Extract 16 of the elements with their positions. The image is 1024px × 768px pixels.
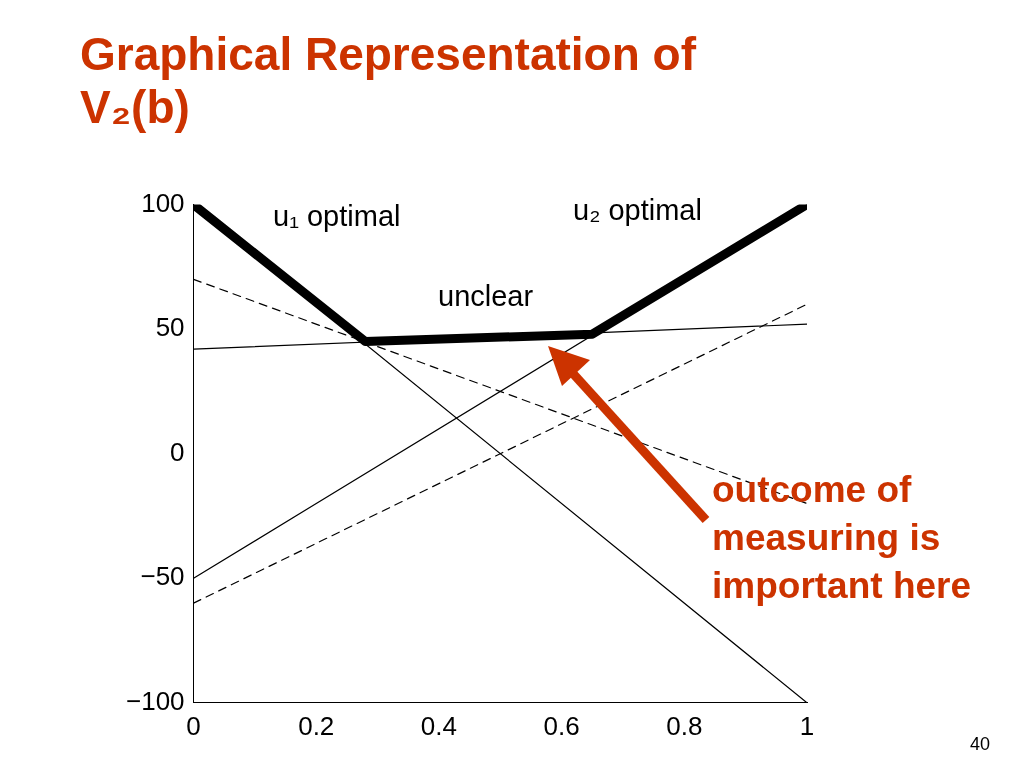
y-tick-label: 50 (155, 312, 185, 343)
x-tick-label: 0.6 (543, 710, 580, 741)
y-tick-label: −50 (140, 561, 185, 592)
annotation: outcome of measuring is important here (712, 468, 973, 609)
y-tick-label: 100 (141, 187, 185, 218)
text: 40 (970, 734, 991, 755)
chart-title: Graphical Representation of V₂(b) (80, 28, 698, 134)
y-tick-label: −100 (125, 685, 185, 716)
y-tick-label: 0 (170, 436, 185, 467)
x-tick-label: 0.2 (298, 710, 335, 741)
x-tick-label: 1 (799, 710, 815, 741)
x-tick-label: 0.4 (420, 710, 458, 741)
x-tick-label: 0.8 (666, 710, 703, 741)
annotation: u₁ optimal (273, 200, 401, 233)
annotation: u₂ optimal (573, 194, 702, 227)
annotation: unclear (438, 280, 534, 313)
